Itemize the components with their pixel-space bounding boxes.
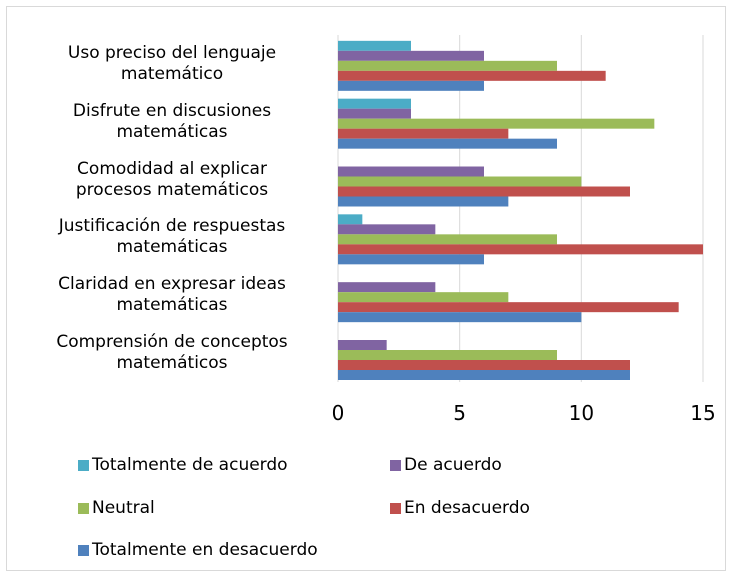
- legend-swatch: [390, 459, 401, 471]
- x-tick-label: 5: [453, 401, 466, 425]
- bar: [338, 60, 557, 71]
- bar: [338, 166, 484, 177]
- y-tick-label: Comprensión de conceptos matemáticos: [56, 332, 288, 374]
- bar: [338, 244, 703, 255]
- legend-label: De acuerdo: [404, 455, 502, 475]
- legend-label: En desacuerdo: [404, 498, 530, 518]
- bar: [338, 340, 387, 350]
- bar: [338, 138, 557, 149]
- bar: [338, 108, 411, 119]
- x-tick-label: 10: [569, 401, 594, 425]
- bar: [338, 186, 630, 197]
- bar: [338, 176, 582, 187]
- legend-swatch: [390, 502, 401, 514]
- bar: [338, 40, 411, 51]
- bar: [338, 350, 557, 360]
- legend-swatch: [78, 459, 89, 471]
- bar: [338, 214, 363, 225]
- x-tick-label: 15: [690, 401, 715, 425]
- bar: [338, 70, 606, 81]
- bar: [338, 234, 557, 245]
- chart-frame: [6, 6, 726, 571]
- bar: [338, 80, 484, 91]
- legend-label: Totalmente en desacuerdo: [92, 540, 318, 560]
- legend-swatch: [78, 502, 89, 514]
- legend-label: Totalmente de acuerdo: [92, 455, 288, 475]
- bar: [338, 302, 679, 313]
- legend-swatch: [78, 544, 89, 556]
- y-tick-label: Uso preciso del lenguaje matemático: [67, 42, 277, 84]
- bar: [338, 254, 484, 265]
- y-tick-label: Comodidad al explicar procesos matemátic…: [75, 158, 269, 200]
- legend-item: De acuerdo: [390, 455, 502, 475]
- y-tick-label: Justificación de respuestas matemáticas: [58, 216, 286, 258]
- legend-item: Neutral: [78, 498, 155, 518]
- bar: [338, 370, 630, 380]
- bar: [338, 312, 582, 323]
- bar: [338, 98, 411, 109]
- bar: [338, 224, 436, 235]
- y-tick-label: Disfrute en discusiones matemáticas: [72, 100, 272, 142]
- bar: [338, 292, 509, 303]
- bar: [338, 196, 509, 207]
- y-tick-label: Claridad en expresar ideas matemáticas: [58, 274, 286, 316]
- legend-item: Totalmente en desacuerdo: [78, 540, 318, 560]
- bar: [338, 50, 484, 61]
- bar: [338, 128, 509, 139]
- bar: [338, 118, 655, 129]
- legend-item: Totalmente de acuerdo: [78, 455, 288, 475]
- legend-label: Neutral: [92, 498, 155, 518]
- x-tick-label: 0: [332, 401, 345, 425]
- bar: [338, 282, 436, 293]
- bar: [338, 360, 630, 370]
- legend-item: En desacuerdo: [390, 498, 530, 518]
